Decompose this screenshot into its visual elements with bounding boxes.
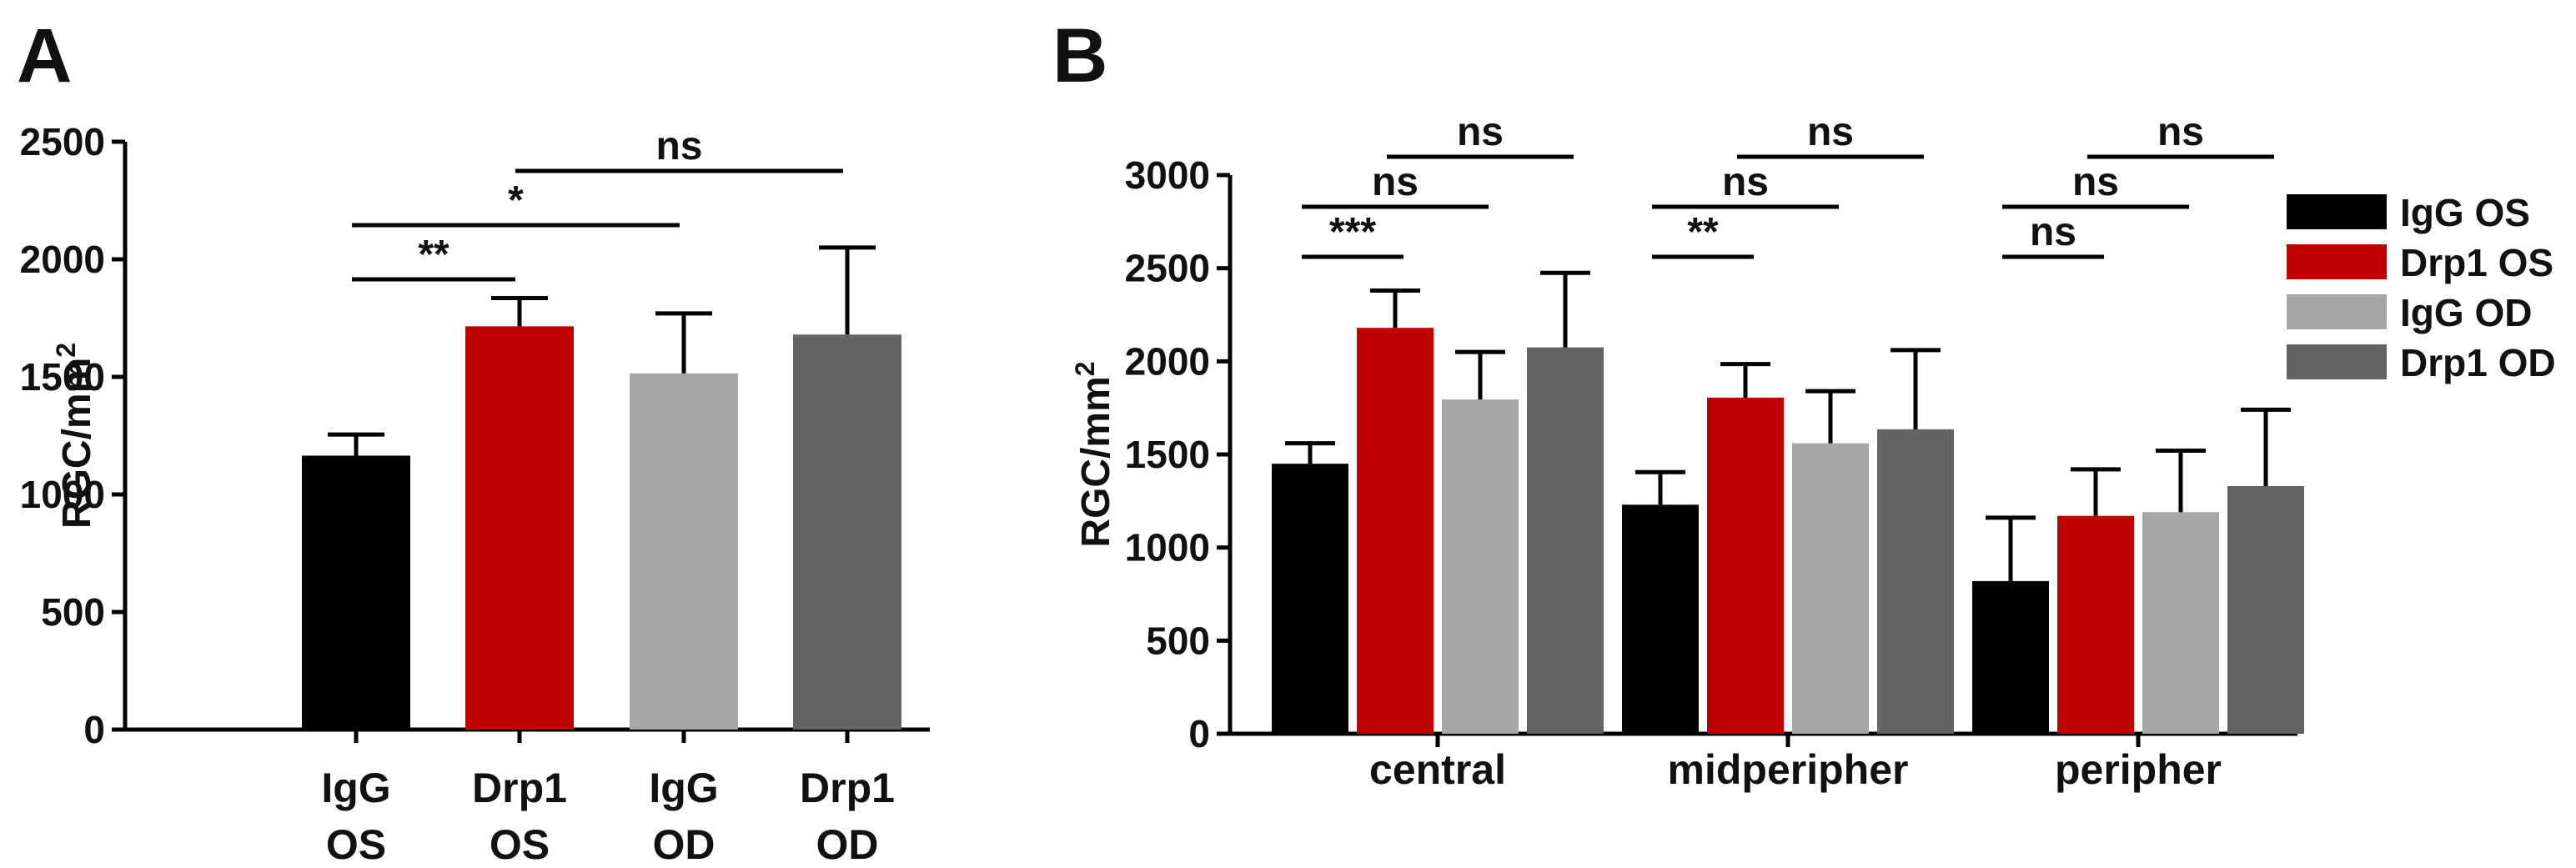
panel-b-legend-label: Drp1 OS [2400, 241, 2553, 284]
panel-a-category-label: OS [490, 821, 550, 868]
panel-a-bar [793, 334, 901, 730]
panel-a-category-label: Drp1 [800, 765, 895, 811]
panel-a-category-label: Drp1 [472, 765, 567, 811]
panel-b-bar [2142, 512, 2219, 734]
panel-a-y-tick-label: 2000 [20, 238, 105, 281]
panel-b-bar [1442, 399, 1519, 734]
panel-b-legend-label: IgG OS [2400, 191, 2530, 234]
panel-a-category-label: OD [653, 821, 716, 868]
panel-b-y-tick-label: 2000 [1125, 339, 1210, 383]
panel-a-significance-label: * [508, 178, 524, 223]
panel-a-bar [302, 455, 410, 730]
panel-b-legend-swatch [2287, 344, 2387, 379]
panel-b-y-tick-label: 1500 [1125, 433, 1210, 476]
panel-b-error-bar [1370, 288, 1420, 329]
panel-b-significance-label: *** [1329, 210, 1376, 254]
panel-b-significance-label: ns [2157, 110, 2204, 154]
panel-b-significance-label: ns [1457, 110, 1504, 154]
panel-b-error-bar [1720, 362, 1770, 398]
panel-b-y-axis-label: RGC/mm2 [1070, 361, 1118, 547]
panel-b-legend-swatch [2287, 194, 2387, 229]
panel-a-error-bar [819, 245, 876, 335]
panel-b-significance-label: ns [1372, 160, 1419, 204]
panel-b-category-label: central [1369, 746, 1506, 793]
panel-b-letter: B [1052, 13, 1107, 98]
panel-a-letter: A [17, 13, 72, 98]
panel-b-significance-label: ns [1722, 160, 1769, 204]
panel-b-error-bar [2156, 449, 2206, 513]
panel-b-significance-label: ns [2030, 210, 2076, 254]
panel-b-error-bar [2071, 467, 2121, 516]
panel-b-bar [1707, 397, 1784, 734]
panel-b-bar [1527, 347, 1604, 734]
panel-b-error-bar [1455, 349, 1505, 400]
panel-b-error-bar [1285, 441, 1335, 464]
panel-a-y-tick-label: 500 [41, 590, 105, 634]
panel-b-legend-swatch [2287, 244, 2387, 279]
panel-a-error-bar [328, 432, 384, 456]
panel-a-category-label: IgG [649, 765, 718, 811]
panel-b-y-tick-label: 3000 [1125, 153, 1210, 197]
panel-a-y-axis-label: RGC/mm2 [51, 343, 99, 529]
panel-b-bar [2227, 485, 2304, 734]
panel-b-category-label: peripher [2055, 746, 2222, 793]
panel-a-y-axis-label-sup: 2 [51, 343, 81, 358]
panel-a-bar [630, 373, 738, 730]
panel-b-bar [1272, 464, 1348, 734]
panel-a-error-bar [655, 311, 712, 374]
panel-b-y-tick-label: 2500 [1125, 247, 1210, 290]
panel-a-category-label: OS [326, 821, 386, 868]
panel-b-category-label: midperipher [1668, 746, 1909, 793]
panel-b-error-bar [2241, 407, 2291, 486]
panel-b-error-bar [1986, 515, 2036, 581]
panel-a-category-label: OD [816, 821, 879, 868]
panel-b-bar [1792, 443, 1869, 734]
panel-b-y-tick-label: 500 [1146, 619, 1210, 662]
panel-b-significance-label: ns [1807, 110, 1854, 154]
panel-b-bar [1357, 328, 1434, 734]
panel-a-y-tick-label: 0 [83, 708, 105, 751]
panel-b-error-bar [1540, 270, 1590, 348]
panel-b-significance-label: ns [2072, 160, 2119, 204]
panel-b-error-bar [1891, 348, 1941, 429]
panel-a-bar [465, 326, 574, 730]
panel-a-y-tick-label: 1000 [20, 473, 105, 516]
panel-b-legend-label: Drp1 OD [2400, 341, 2556, 384]
panel-b-y-tick-label: 1000 [1125, 526, 1210, 569]
panel-b-legend-label: IgG OD [2400, 291, 2532, 334]
panel-a-category-label: IgG [321, 765, 390, 811]
panel-b-error-bar [1635, 469, 1685, 505]
panel-b-bar [1877, 429, 1954, 734]
panel-a-significance-label: ** [418, 233, 449, 277]
panel-a-y-tick-label: 2500 [20, 120, 105, 163]
panel-a-y-tick-label: 1500 [20, 355, 105, 399]
panel-b-y-tick-label: 0 [1188, 712, 1210, 755]
panel-b-bar [1972, 580, 2049, 734]
panel-b-bar [2057, 515, 2134, 734]
panel-b-significance-label: ** [1687, 210, 1719, 254]
panel-b-legend-swatch [2287, 294, 2387, 329]
panel-a-error-bar [491, 296, 548, 327]
panel-b-bar [1622, 504, 1699, 734]
panel-b-y-axis-label-sup: 2 [1070, 361, 1100, 376]
panel-b-error-bar [1805, 389, 1855, 444]
panel-a-significance-label: ns [655, 124, 702, 168]
